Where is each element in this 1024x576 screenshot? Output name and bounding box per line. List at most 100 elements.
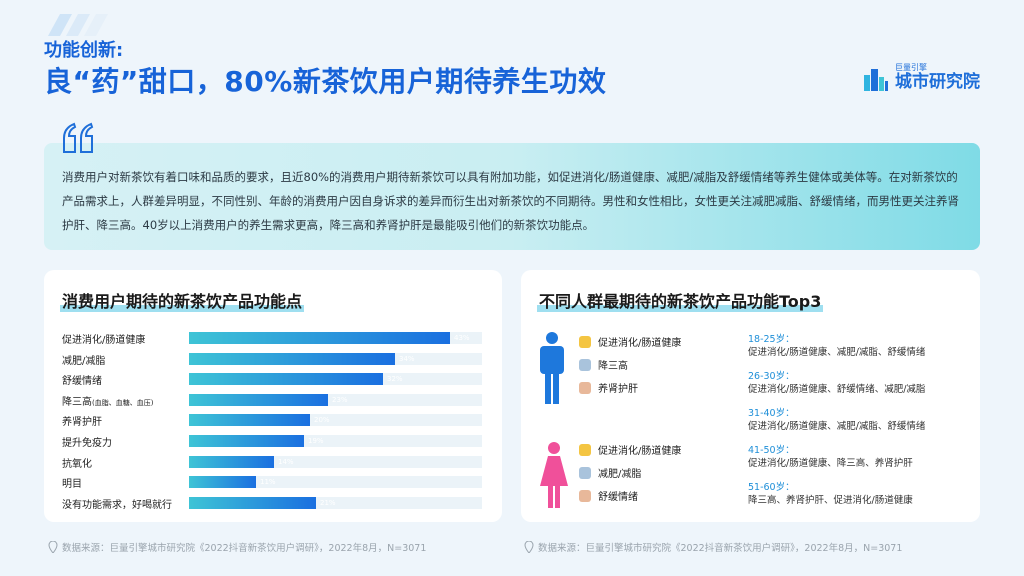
age-group-label: 31-40岁： bbox=[748, 408, 795, 419]
age-group-items: 促进消化/肠道健康、减肥/减脂、舒缓情绪 bbox=[748, 347, 926, 358]
age-group: 18-25岁： 促进消化/肠道健康、减肥/减脂、舒缓情绪 bbox=[748, 333, 925, 359]
bar-category-text: 提升免疫力 bbox=[62, 438, 112, 449]
bar-track: 20% bbox=[189, 414, 482, 427]
bar-category-text: 舒缓情绪 bbox=[62, 376, 102, 388]
bar-category-text: 减肥/减脂 bbox=[62, 355, 106, 367]
bar-row: 舒缓情绪 32% bbox=[62, 369, 492, 389]
male-legend-text: 促进消化/肠道健康 bbox=[598, 338, 682, 349]
bar-category-label: 舒缓情绪 bbox=[62, 372, 102, 387]
tea-cup-icon bbox=[579, 381, 591, 394]
age-group-label: 26-30岁： bbox=[748, 371, 795, 382]
bar-value-label: 20% bbox=[314, 416, 330, 425]
bar-value-label: 43% bbox=[454, 334, 470, 342]
bar-track: 14% bbox=[189, 455, 482, 468]
summary-text: 消费用户对新茶饮有着口味和品质的要求，且近80%的消费用户期待新茶饮可以具有附加… bbox=[62, 170, 959, 232]
bar bbox=[189, 496, 316, 509]
age-group: 51-60岁： 降三高、养肾护肝、促进消化/肠道健康 bbox=[748, 481, 913, 507]
bar-category-label: 减肥/减脂 bbox=[62, 352, 105, 367]
city-buildings-icon bbox=[864, 68, 888, 91]
bar-category-text: 抗氧化 bbox=[62, 458, 92, 470]
male-legend-item: 促进消化/肠道健康 bbox=[579, 334, 681, 349]
group-top3-title: 不同人群最期待的新茶饮产品功能Top3 bbox=[537, 288, 824, 312]
bar-category-note: (血脂、血糖、血压) bbox=[92, 398, 154, 407]
brand-logo: 巨量引擎 城市研究院 bbox=[863, 64, 980, 91]
age-group-items: 促进消化/肠道健康、舒缓情绪、减肥/减脂 bbox=[748, 384, 926, 395]
tea-cup-icon bbox=[579, 466, 591, 479]
feature-demand-title: 消费用户期待的新茶饮产品功能点 bbox=[60, 288, 305, 312]
bar bbox=[189, 476, 256, 489]
female-legend-text: 舒缓情绪 bbox=[598, 492, 638, 503]
bar-value-label: 34% bbox=[399, 354, 415, 363]
data-source-right: 数据来源：巨量引擎城市研究院《2022抖音新茶饮用户调研》，2022年8月，N=… bbox=[524, 540, 902, 554]
male-legend-text: 养肾护肝 bbox=[598, 384, 638, 395]
female-legend-text: 促进消化/肠道健康 bbox=[598, 446, 682, 457]
bar bbox=[189, 414, 310, 427]
bar-row: 明目 11% bbox=[62, 472, 492, 492]
age-group: 31-40岁： 促进消化/肠道健康、减肥/减脂、舒缓情绪 bbox=[748, 407, 925, 433]
bar-track: 32% bbox=[189, 373, 482, 386]
tea-cup-icon bbox=[579, 335, 591, 348]
logo-big-text: 城市研究院 bbox=[895, 72, 980, 92]
tea-cup-icon bbox=[579, 443, 591, 456]
bar-category-text: 没有功能需求，好喝就行 bbox=[62, 499, 172, 511]
female-legend-text: 减肥/减脂 bbox=[598, 469, 642, 480]
bar-row: 没有功能需求，好喝就行 21% bbox=[62, 493, 492, 513]
age-group: 26-30岁： 促进消化/肠道健康、舒缓情绪、减肥/减脂 bbox=[748, 370, 925, 396]
bar bbox=[189, 332, 450, 344]
age-group-label: 41-50岁： bbox=[748, 445, 795, 456]
bar-track: 34% bbox=[189, 352, 482, 365]
location-pin-icon bbox=[48, 541, 58, 553]
bar-row: 降三高(血脂、血糖、血压) 23% bbox=[62, 390, 492, 410]
male-legend-text: 降三高 bbox=[598, 361, 628, 372]
quote-icon bbox=[63, 122, 94, 153]
group-top3-card: 不同人群最期待的新茶饮产品功能Top3 促进消化/肠道健康 降三高养肾护肝 促进消… bbox=[521, 270, 980, 522]
age-group-label: 18-25岁： bbox=[748, 334, 795, 345]
bar-category-label: 促进消化/肠道健康 bbox=[62, 331, 145, 346]
female-legend-item: 舒缓情绪 bbox=[579, 488, 638, 503]
bar-track: 11% bbox=[189, 476, 482, 489]
bar-category-label: 养肾护肝 bbox=[62, 413, 102, 428]
bar-category-text: 降三高 bbox=[62, 396, 92, 408]
data-source-left: 数据来源：巨量引擎城市研究院《2022抖音新茶饮用户调研》，2022年8月，N=… bbox=[48, 540, 426, 554]
data-source-right-text: 数据来源：巨量引擎城市研究院《2022抖音新茶饮用户调研》，2022年8月，N=… bbox=[538, 543, 903, 554]
tea-cup-icon bbox=[579, 489, 591, 502]
tea-cup-icon bbox=[579, 358, 591, 371]
feature-demand-title-text: 消费用户期待的新茶饮产品功能点 bbox=[62, 292, 303, 311]
bar-category-label: 明目 bbox=[62, 475, 82, 490]
age-group-label: 51-60岁： bbox=[748, 482, 795, 493]
bar-row: 抗氧化 14% bbox=[62, 452, 492, 472]
male-person-icon bbox=[540, 332, 564, 404]
bar-category-label: 提升免疫力 bbox=[62, 434, 112, 449]
page-subtitle: 功能创新: bbox=[44, 40, 124, 61]
bar-category-label: 抗氧化 bbox=[62, 455, 92, 470]
female-person-icon bbox=[540, 442, 568, 508]
bar-value-label: 14% bbox=[278, 457, 294, 466]
bar bbox=[189, 393, 328, 406]
bar-track: 19% bbox=[189, 435, 482, 447]
group-top3-title-text: 不同人群最期待的新茶饮产品功能Top3 bbox=[539, 292, 822, 311]
bar-value-label: 11% bbox=[260, 478, 276, 487]
bar bbox=[189, 352, 395, 365]
data-source-left-text: 数据来源：巨量引擎城市研究院《2022抖音新茶饮用户调研》，2022年8月，N=… bbox=[62, 543, 427, 554]
bar-row: 促进消化/肠道健康 43% bbox=[62, 328, 492, 348]
bar-category-label: 降三高(血脂、血糖、血压) bbox=[62, 393, 153, 408]
bar-row: 养肾护肝 20% bbox=[62, 410, 492, 430]
bar-track: 23% bbox=[189, 393, 482, 406]
female-legend-item: 促进消化/肠道健康 bbox=[579, 442, 681, 457]
bar-row: 提升免疫力 19% bbox=[62, 431, 492, 451]
bar-track: 21% bbox=[189, 496, 482, 509]
bar bbox=[189, 373, 383, 386]
bar bbox=[189, 455, 274, 468]
age-group-items: 促进消化/肠道健康、降三高、养肾护肝 bbox=[748, 458, 913, 469]
male-legend-item: 降三高 bbox=[579, 357, 628, 372]
summary-box: 消费用户对新茶饮有着口味和品质的要求，且近80%的消费用户期待新茶饮可以具有附加… bbox=[44, 143, 980, 250]
logo-small-text: 巨量引擎 bbox=[895, 63, 927, 72]
header-decoration bbox=[48, 14, 108, 36]
bar-track: 43% bbox=[189, 332, 482, 344]
bar-category-text: 促进消化/肠道健康 bbox=[62, 335, 146, 346]
male-legend-item: 养肾护肝 bbox=[579, 380, 638, 395]
feature-demand-card: 消费用户期待的新茶饮产品功能点 促进消化/肠道健康 43% 减肥/减脂 34% 舒缓情绪… bbox=[44, 270, 502, 522]
bar-value-label: 32% bbox=[387, 375, 403, 384]
location-pin-icon bbox=[524, 541, 534, 553]
female-legend-item: 减肥/减脂 bbox=[579, 465, 641, 480]
